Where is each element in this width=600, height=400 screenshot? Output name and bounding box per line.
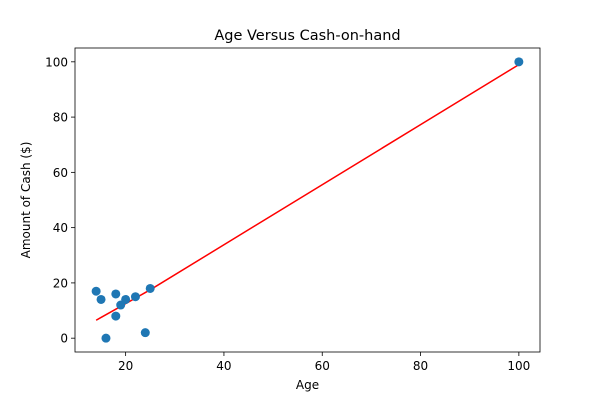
data-point [140,328,150,338]
data-point [96,294,106,304]
data-point [101,333,111,343]
y-tick-label: 0 [60,332,68,346]
y-tick-label: 100 [45,55,68,69]
plot-area-frame [74,47,541,353]
y-tick-label: 20 [53,276,68,290]
y-axis-ticks: 0 20 40 60 80 100 [45,55,75,346]
x-axis-label: Age [296,378,319,392]
y-axis-label: Amount of Cash ($) [19,142,33,259]
y-tick-label: 80 [53,111,68,125]
x-tick-label: 20 [118,359,133,373]
x-tick-label: 60 [315,359,330,373]
data-point [121,294,131,304]
data-point [145,283,155,293]
y-tick-label: 40 [53,221,68,235]
regression-line [95,63,520,321]
y-tick-label: 60 [53,166,68,180]
x-tick-label: 100 [507,359,530,373]
x-tick-label: 40 [216,359,231,373]
fit-line-layer [95,63,520,321]
x-tick-label: 80 [413,359,428,373]
data-point [111,289,121,299]
data-point [130,292,140,302]
points-layer [91,57,524,343]
data-point [91,286,101,296]
x-axis-ticks: 20 40 60 80 100 [118,352,530,373]
data-point [514,57,524,67]
chart-title: Age Versus Cash-on-hand [214,28,400,44]
data-point [111,311,121,321]
